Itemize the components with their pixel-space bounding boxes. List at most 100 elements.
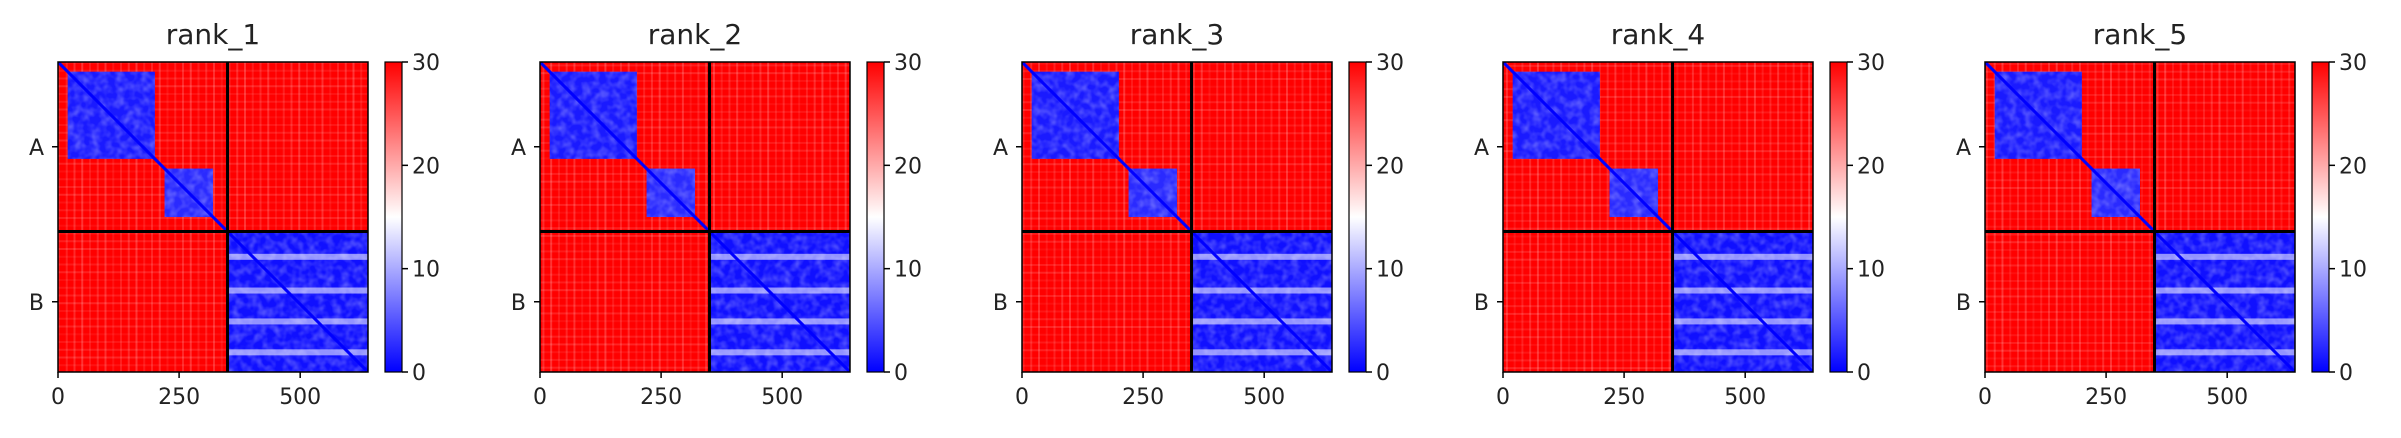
heatmap-stripe (1668, 62, 1671, 372)
heatmap (1022, 62, 1332, 372)
heatmap-band (1191, 287, 1332, 294)
heatmap-stripe (1746, 62, 1749, 372)
heatmap-stripe (540, 250, 850, 253)
colorbar-frame (2311, 61, 2330, 373)
ytick-label: A (511, 136, 526, 161)
heatmap-stripe (1503, 367, 1813, 370)
heatmap-stripe (1053, 62, 1056, 372)
panel-title: rank_4 (1611, 18, 1705, 51)
heatmap-stripe (1503, 227, 1813, 230)
heatmap-stripe (1022, 155, 1332, 158)
heatmap-stripe (540, 118, 850, 121)
heatmap-stripe (1022, 62, 1332, 65)
heatmap-stripe (1022, 132, 1332, 135)
heatmap-stripe (58, 100, 368, 103)
heatmap-stripe (540, 95, 850, 98)
heatmap-stripe (1503, 336, 1813, 339)
heatmap-stripe (1583, 62, 1586, 372)
heatmap-stripe (58, 325, 368, 328)
heatmap-stripe (540, 304, 850, 307)
heatmap-stripe (1503, 274, 1813, 277)
heatmap-stripe (127, 62, 130, 372)
heatmap-stripe (813, 62, 816, 372)
heatmap-stripe (58, 62, 368, 64)
heatmap-stripe (1503, 72, 1813, 75)
heatmap-stripe (282, 62, 285, 372)
heatmap-stripe (1985, 163, 2295, 166)
heatmap-stripe (1223, 62, 1226, 372)
heatmap-stripe (1985, 256, 2295, 259)
heatmap-stripe (697, 62, 700, 372)
heatmap-stripe (1208, 62, 1211, 372)
heatmap-stripe (1270, 62, 1273, 372)
heatmap-stripe (1503, 64, 1813, 67)
axes-frame (1021, 61, 1333, 373)
colorbar (1349, 62, 1366, 372)
heatmap-stripe (1022, 124, 1332, 127)
heatmap-stripe (321, 62, 324, 372)
heatmap-stripe (1606, 62, 1609, 372)
colorbar-frame (1829, 61, 1848, 373)
heatmap-stripe (360, 62, 363, 372)
ytick-label: B (1474, 291, 1489, 316)
heatmap-stripe (540, 134, 850, 137)
heatmap-stripe (135, 62, 138, 372)
heatmap-stripe (1503, 95, 1813, 98)
heatmap-stripe (1022, 279, 1332, 282)
heatmap-stripe (313, 62, 316, 372)
heatmap-stripe (1293, 62, 1296, 372)
heatmap-stripe (540, 227, 850, 230)
heatmap-stripe (1185, 62, 1188, 372)
colorbar-tick-label: 0 (1857, 361, 1871, 386)
heatmap-stripe (58, 131, 368, 134)
heatmap-stripe (1022, 93, 1332, 96)
heatmap-stripe (58, 294, 368, 297)
heatmap-diagonal (540, 62, 850, 372)
heatmap-stripe (1099, 62, 1102, 372)
xtick-label: 250 (158, 385, 200, 410)
heatmap-stripe (337, 62, 339, 372)
heatmap-stripe (1061, 62, 1064, 372)
heatmap-stripe (2055, 62, 2058, 372)
heatmap-stripe (2001, 62, 2004, 372)
heatmap-stripe (2063, 62, 2066, 372)
heatmap-stripe (540, 320, 850, 323)
heatmap-stripe (58, 155, 368, 157)
heatmap-band (227, 349, 368, 356)
heatmap-band (2154, 253, 2295, 260)
heatmap-stripe (2164, 62, 2167, 372)
heatmap-stripe (1503, 305, 1813, 308)
heatmap-stripe (1022, 333, 1332, 336)
heatmap-band (2154, 349, 2295, 356)
heatmap-stripe (1985, 62, 2295, 65)
heatmap-band (709, 253, 850, 260)
heatmap-stripe (259, 62, 262, 372)
heatmap-stripe (1022, 341, 1332, 344)
heatmap-stripe (1503, 258, 1813, 261)
heatmap-stripe (1231, 62, 1234, 372)
axes-frame (1984, 61, 2296, 373)
heatmap-stripe (58, 271, 368, 274)
ytick-label: B (511, 291, 526, 316)
xtick-label: 0 (533, 385, 547, 410)
heatmap-diagonal (1022, 62, 1332, 372)
heatmap-stripe (58, 147, 368, 150)
heatmap-stripe (1262, 62, 1265, 372)
heatmap-stripe (1769, 62, 1772, 372)
heatmap-stripe (540, 296, 850, 299)
heatmap-stripe (1985, 101, 2295, 104)
heatmap-stripe (1985, 93, 2295, 96)
heatmap-band (2154, 318, 2295, 325)
heatmap-stripe (736, 62, 739, 372)
heatmap-stripe (1503, 119, 1813, 122)
axes-frame (539, 61, 851, 373)
heatmap-stripe (588, 62, 591, 372)
heatmap-stripe (635, 62, 638, 372)
heatmap-stripe (1022, 163, 1332, 166)
heatmap-stripe (58, 69, 368, 72)
colorbar-tick-label: 10 (2339, 258, 2367, 283)
heatmap-stripe (1022, 318, 1332, 321)
colorbar-tick-label: 10 (412, 258, 440, 283)
heatmap-stripe (1985, 241, 2295, 244)
heatmap-stripe (540, 289, 850, 292)
